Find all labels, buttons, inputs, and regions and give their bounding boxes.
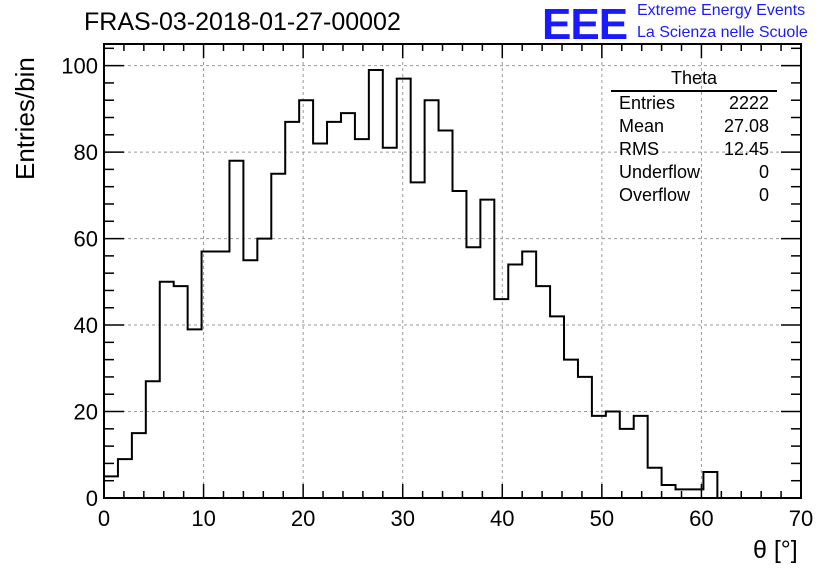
histogram-bin	[257, 239, 271, 498]
histogram-bin	[216, 252, 230, 498]
histogram-bin	[299, 100, 313, 498]
histogram-series	[104, 68, 801, 499]
histogram-bin	[174, 286, 188, 498]
x-tick-label: 60	[689, 506, 713, 531]
histogram-bin	[439, 130, 453, 498]
x-tick-label: 70	[789, 506, 813, 531]
histogram-bin	[606, 412, 620, 498]
stats-title: Theta	[611, 68, 777, 92]
histogram-bin	[578, 377, 592, 498]
stats-label: Underflow	[619, 162, 701, 182]
histogram-bin	[425, 100, 439, 498]
histogram-bin	[202, 252, 216, 498]
histogram-bin	[466, 247, 480, 498]
stats-label: RMS	[619, 139, 659, 159]
histogram-bin	[243, 260, 257, 498]
x-tick-label: 40	[490, 506, 514, 531]
histogram-bin	[634, 416, 648, 498]
axis-ticks	[103, 44, 802, 499]
y-tick-label: 80	[74, 140, 98, 165]
histogram-bin	[564, 360, 578, 498]
histogram-bin	[662, 485, 676, 498]
histogram-bin	[522, 252, 536, 498]
chart-title: FRAS-03-2018-01-27-00002	[84, 8, 401, 36]
y-tick-label: 40	[74, 313, 98, 338]
histogram-bin	[453, 191, 467, 498]
histogram-bin	[285, 122, 299, 498]
histogram-bin	[132, 433, 146, 498]
histogram-bin	[508, 265, 522, 498]
histogram-bin	[676, 489, 690, 498]
stats-row-overflow: Overflow 0	[611, 184, 777, 207]
histogram-bin	[229, 161, 243, 498]
y-tick-label: 60	[74, 227, 98, 252]
histogram-bin	[327, 122, 341, 498]
histogram-bin	[397, 79, 411, 498]
stats-value: 12.45	[723, 139, 769, 159]
histogram-bin	[620, 429, 634, 498]
y-tick-label: 0	[86, 486, 98, 511]
histogram-bin	[104, 476, 118, 498]
x-tick-label: 50	[590, 506, 614, 531]
stats-value: 0	[758, 162, 769, 182]
y-tick-label: 100	[61, 54, 98, 79]
x-tick-label: 0	[98, 506, 110, 531]
stats-value: 0	[758, 185, 769, 205]
histogram-bin	[550, 316, 564, 498]
x-tick-labels: 0 10 20 30 40 50 60 70	[98, 506, 813, 531]
logo-line1: Extreme Energy Events	[637, 2, 806, 19]
histogram-bin	[494, 299, 508, 498]
histogram-bin	[313, 143, 327, 498]
histogram-bin	[188, 329, 202, 498]
histogram-bin	[118, 459, 132, 498]
y-tick-labels: 0 20 40 60 80 100	[61, 54, 98, 511]
stats-row-underflow: Underflow 0	[611, 161, 777, 184]
x-axis-label: θ [°]	[753, 536, 798, 564]
eee-logo: EEE	[542, 0, 628, 49]
histogram-bin	[480, 200, 494, 498]
stats-box: Theta Entries 2222 Mean 27.08 RMS 12.45 …	[611, 68, 777, 207]
stats-label: Mean	[619, 116, 665, 136]
stats-label: Overflow	[619, 185, 691, 205]
stats-row-rms: RMS 12.45	[611, 138, 777, 161]
y-axis-label: Entries/bin	[10, 57, 40, 180]
x-tick-label: 10	[191, 506, 215, 531]
histogram-bin	[160, 282, 174, 498]
x-tick-label: 30	[390, 506, 414, 531]
histogram-line	[104, 68, 801, 499]
plot-frame	[103, 43, 802, 499]
stats-row-entries: Entries 2222	[611, 92, 777, 115]
logo-line2: La Scienza nelle Scuole	[637, 24, 808, 41]
histogram-bin	[355, 139, 369, 498]
histogram-bin	[703, 472, 717, 498]
histogram-bin	[146, 381, 160, 498]
histogram-bin	[592, 416, 606, 498]
stats-row-mean: Mean 27.08	[611, 115, 777, 138]
histogram-bin	[369, 70, 383, 498]
histogram-bin	[411, 182, 425, 498]
histogram-bin	[383, 148, 397, 498]
stats-value: 27.08	[723, 116, 769, 136]
x-tick-label: 20	[291, 506, 315, 531]
histogram-bin	[648, 468, 662, 498]
histogram-bin	[341, 113, 355, 498]
y-tick-label: 20	[74, 400, 98, 425]
stats-value: 2222	[728, 93, 769, 113]
histogram-bin	[536, 286, 550, 498]
stats-label: Entries	[619, 93, 676, 113]
histogram-bin	[271, 174, 285, 498]
